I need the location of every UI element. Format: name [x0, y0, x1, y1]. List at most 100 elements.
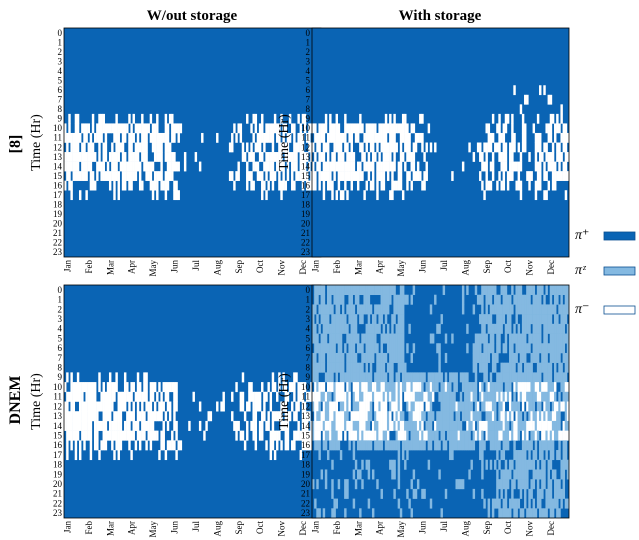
heatmap-cell — [363, 132, 366, 143]
heatmap-cell — [481, 161, 484, 172]
heatmap-cell — [369, 362, 373, 373]
heatmap-cell — [85, 411, 88, 422]
heatmap-cell — [151, 161, 155, 172]
x-tick-label: Nov — [525, 521, 535, 537]
heatmap-cell — [438, 343, 441, 354]
heatmap-cell — [395, 430, 398, 441]
heatmap-cell — [539, 285, 542, 296]
heatmap-cell — [365, 180, 368, 191]
heatmap-cell — [496, 333, 499, 344]
heatmap-cell — [382, 401, 386, 412]
heatmap-cell — [324, 430, 328, 441]
heatmap-cell — [474, 411, 478, 422]
heatmap-cell — [310, 142, 313, 153]
heatmap-cell — [442, 285, 446, 296]
heatmap-cell — [461, 304, 465, 315]
y-tick-label: 22 — [53, 498, 62, 508]
heatmap-cell — [367, 323, 371, 334]
heatmap-cell — [87, 420, 90, 431]
y-tick-label: 23 — [301, 508, 311, 518]
heatmap-cell — [371, 142, 375, 153]
heatmap-cell — [539, 401, 542, 412]
heatmap-cell — [166, 391, 170, 402]
heatmap-cell — [485, 401, 488, 412]
heatmap-cell — [335, 333, 338, 344]
heatmap-cell — [530, 508, 533, 519]
heatmap-cell — [547, 420, 551, 431]
heatmap-cell — [395, 420, 398, 431]
heatmap-cell — [119, 161, 123, 172]
heatmap-cell — [310, 152, 313, 162]
heatmap-cell — [113, 123, 116, 134]
heatmap-cell — [564, 132, 568, 143]
heatmap-cell — [509, 362, 512, 373]
heatmap-cell — [414, 420, 418, 431]
heatmap-cell — [429, 411, 433, 422]
heatmap-cell — [331, 459, 334, 470]
heatmap-cell — [162, 440, 165, 451]
heatmap-cell — [363, 333, 366, 344]
heatmap-cell — [500, 488, 503, 499]
heatmap-cell — [85, 401, 88, 412]
heatmap-cell — [564, 333, 568, 344]
heatmap-cell — [382, 171, 386, 181]
heatmap-cell — [519, 488, 523, 499]
heatmap-cell — [564, 450, 568, 461]
heatmap-cell — [326, 180, 330, 191]
heatmap-cell — [547, 498, 551, 509]
heatmap-cell — [348, 152, 351, 162]
y-tick-label: 9 — [306, 114, 311, 124]
y-tick-label: 3 — [306, 314, 311, 324]
heatmap-cell — [346, 352, 349, 363]
heatmap-cell — [453, 391, 456, 402]
heatmap-cell — [502, 123, 506, 134]
heatmap-cell — [455, 411, 458, 422]
heatmap-cell — [509, 411, 512, 422]
heatmap-cell — [359, 382, 362, 393]
heatmap-cell — [521, 333, 525, 344]
heatmap-cell — [530, 479, 533, 490]
heatmap-cell — [299, 123, 303, 134]
y-tick-label: 8 — [58, 363, 63, 373]
heatmap-cell — [376, 142, 379, 153]
y-tick-label: 9 — [306, 372, 311, 382]
heatmap-cell — [404, 113, 407, 124]
heatmap-cell — [331, 411, 334, 422]
x-tick-label: Nov — [525, 260, 535, 276]
heatmap-cell — [337, 161, 341, 172]
heatmap-cell — [481, 440, 484, 451]
heatmap-cell — [350, 420, 353, 431]
heatmap-cell — [517, 171, 521, 181]
heatmap-cell — [564, 440, 568, 451]
heatmap-cell — [153, 132, 157, 143]
heatmap-cell — [532, 479, 536, 490]
heatmap-cell — [66, 132, 69, 143]
heatmap-cell — [528, 411, 531, 422]
heatmap-cell — [81, 123, 84, 134]
heatmap-cell — [543, 479, 546, 490]
heatmap-cell — [339, 430, 343, 441]
heatmap-cell — [558, 362, 561, 373]
heatmap-cell — [498, 132, 501, 143]
heatmap-cell — [258, 152, 262, 162]
heatmap-cell — [322, 333, 326, 344]
heatmap-cell — [481, 391, 484, 402]
heatmap-cell — [134, 171, 138, 181]
heatmap-cell — [421, 420, 424, 431]
heatmap-cell — [511, 152, 514, 162]
heatmap-cell — [560, 104, 563, 115]
heatmap-cell — [354, 479, 358, 490]
heatmap-cell — [123, 123, 127, 134]
heatmap-cell — [269, 123, 273, 134]
heatmap-cell — [562, 382, 566, 393]
heatmap-cell — [333, 420, 336, 431]
heatmap-cell — [166, 180, 170, 191]
heatmap-cell — [459, 430, 463, 441]
heatmap-cell — [359, 362, 362, 373]
heatmap-cell — [352, 401, 356, 412]
heatmap-cell — [72, 161, 76, 172]
heatmap-cell — [554, 498, 557, 509]
y-tick-label: 20 — [53, 479, 63, 489]
heatmap-cell — [545, 142, 548, 153]
heatmap-cell — [286, 411, 290, 422]
